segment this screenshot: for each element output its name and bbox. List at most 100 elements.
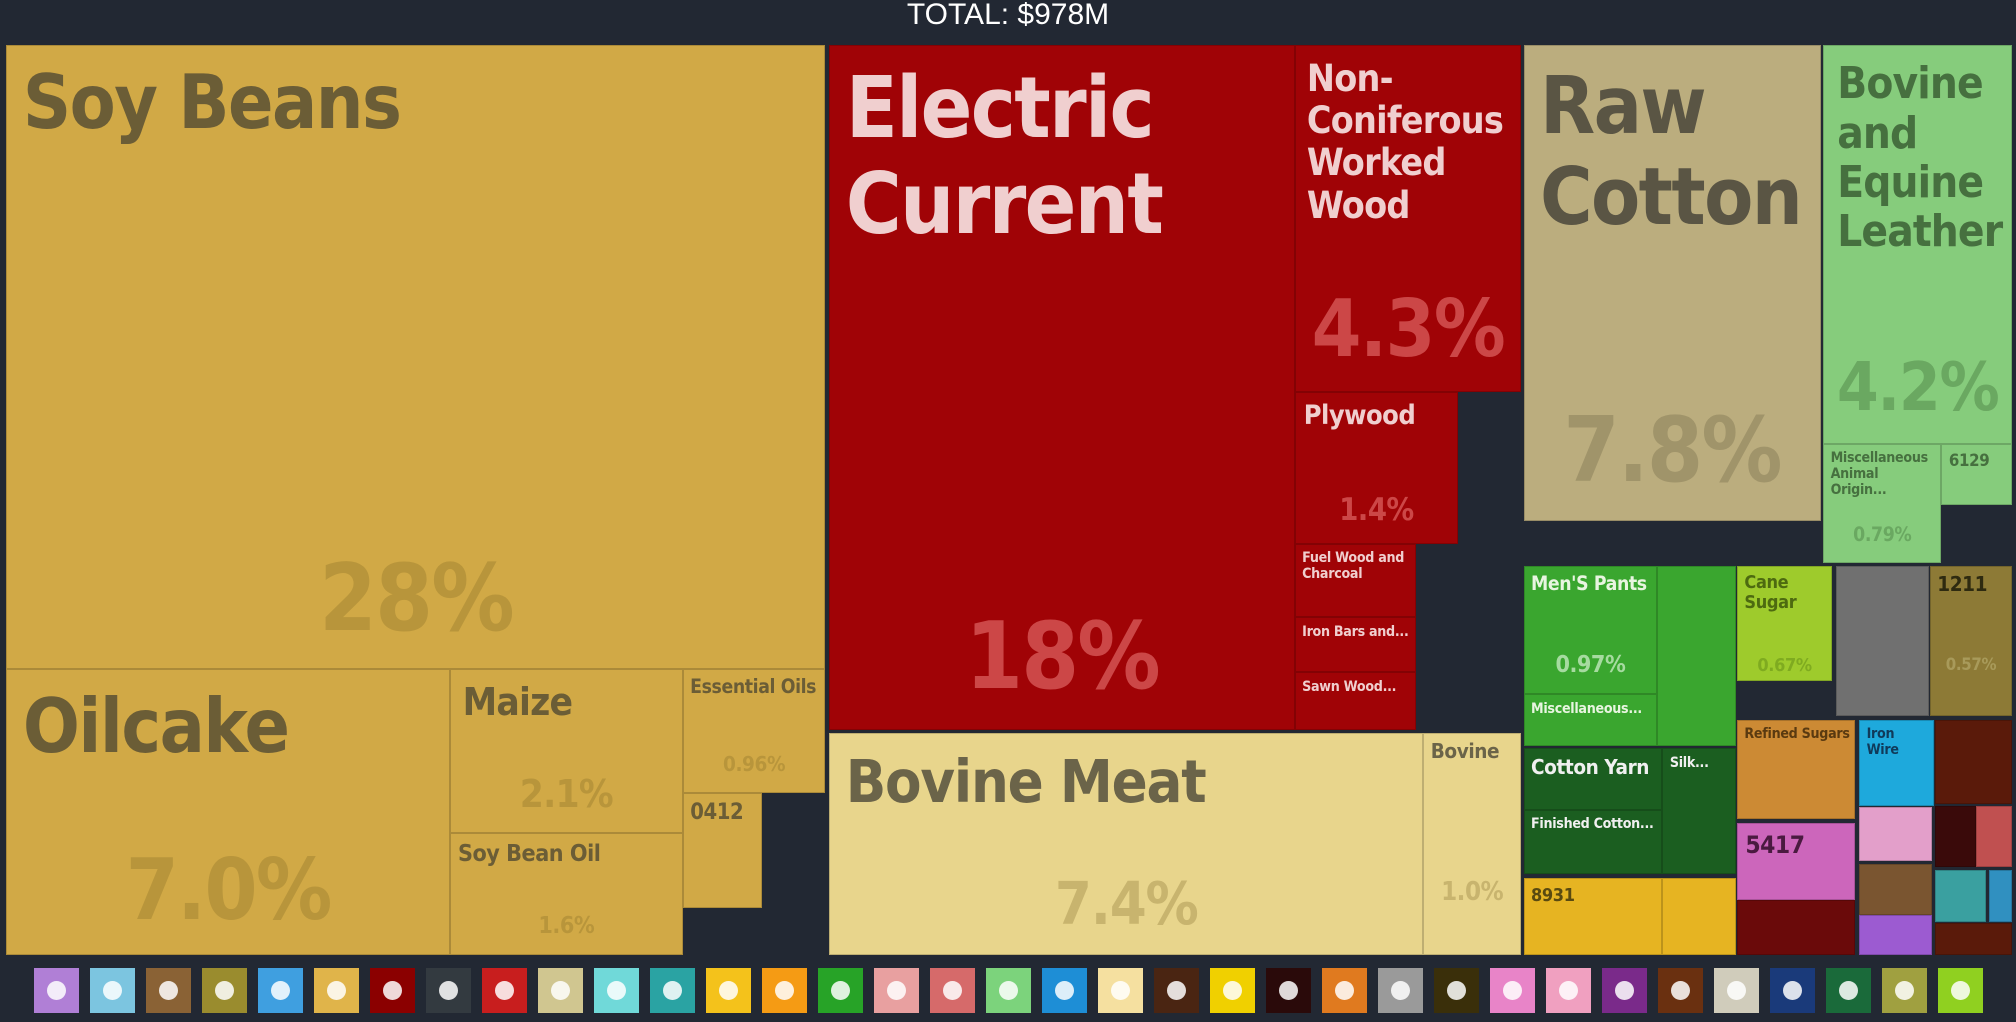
category-filter-button[interactable] bbox=[594, 968, 639, 1013]
tile-label: Soy Bean Oil bbox=[457, 841, 601, 868]
tile-label: Essential Oils bbox=[690, 674, 817, 698]
treemap-tile: Cotton Yarn bbox=[1523, 748, 1663, 810]
tile-label: Bovine bbox=[1430, 739, 1500, 764]
tile-share-label: 1.6% bbox=[538, 912, 595, 939]
treemap-tile: Cane Sugar 0.67% bbox=[1737, 565, 1833, 682]
category-filter-button[interactable] bbox=[538, 968, 583, 1013]
tile-label: Miscellaneous... bbox=[1530, 700, 1642, 717]
category-filter-button[interactable] bbox=[1602, 968, 1647, 1013]
treemap-tile: Soy Beans 28% bbox=[6, 45, 826, 669]
treemap-tile bbox=[1989, 870, 2013, 922]
category-filter-button[interactable] bbox=[1042, 968, 1087, 1013]
tile-label: 8931 bbox=[1530, 884, 1575, 906]
category-filter-button[interactable] bbox=[1770, 968, 1815, 1013]
tile-label: Cotton Yarn bbox=[1530, 754, 1650, 779]
treemap-tile: Bovine and Equine Leather 4.2% bbox=[1823, 45, 2013, 444]
category-filter-button[interactable] bbox=[202, 968, 247, 1013]
tile-label: Electric Current bbox=[845, 59, 1164, 255]
category-filter-button[interactable] bbox=[1266, 968, 1311, 1013]
tile-label: Finished Cotton... bbox=[1530, 816, 1654, 833]
tile-label: Oilcake bbox=[22, 682, 290, 770]
tile-share-label: 4.3% bbox=[1311, 282, 1506, 376]
category-filter-button[interactable] bbox=[146, 968, 191, 1013]
treemap-tile bbox=[1935, 720, 2013, 804]
category-filter-button[interactable] bbox=[314, 968, 359, 1013]
tile-share-label: 0.57% bbox=[1945, 654, 1997, 675]
category-filter-button[interactable] bbox=[818, 968, 863, 1013]
treemap-tile: Miscellaneous... bbox=[1523, 694, 1658, 746]
tile-label: Bovine and Equine Leather bbox=[1837, 58, 2003, 258]
category-filter-button[interactable] bbox=[1378, 968, 1423, 1013]
category-filter-button[interactable] bbox=[762, 968, 807, 1013]
tile-share-label: 0.67% bbox=[1757, 654, 1812, 676]
category-filter-button[interactable] bbox=[1490, 968, 1535, 1013]
category-filter-button[interactable] bbox=[930, 968, 975, 1013]
treemap-tile bbox=[1976, 806, 2013, 867]
treemap-tile bbox=[1859, 807, 1933, 862]
tile-label: 6129 bbox=[1948, 449, 1990, 470]
treemap-tile: Oilcake 7.0% bbox=[6, 668, 450, 956]
treemap-tile bbox=[1662, 878, 1736, 956]
category-filter-button[interactable] bbox=[1882, 968, 1927, 1013]
tile-label: Cane Sugar bbox=[1744, 572, 1797, 614]
chart-title: TOTAL: $978M bbox=[906, 0, 1110, 31]
tile-share-label: 18% bbox=[965, 602, 1161, 711]
category-filter-button[interactable] bbox=[1546, 968, 1591, 1013]
tile-label: Iron Bars and... bbox=[1302, 623, 1409, 640]
treemap-tile: Non-Coniferous Worked Wood 4.3% bbox=[1294, 45, 1521, 393]
category-filter-bar bbox=[0, 962, 2016, 1018]
treemap-tile bbox=[1859, 915, 1933, 956]
treemap-tile: Refined Sugars bbox=[1737, 720, 1856, 819]
category-filter-button[interactable] bbox=[1826, 968, 1871, 1013]
tile-share-label: 7.0% bbox=[125, 840, 333, 940]
tile-share-label: 28% bbox=[319, 544, 515, 653]
category-filter-button[interactable] bbox=[34, 968, 79, 1013]
category-filter-button[interactable] bbox=[1658, 968, 1703, 1013]
treemap-tile: 5417 bbox=[1737, 822, 1856, 900]
category-filter-button[interactable] bbox=[258, 968, 303, 1013]
category-filter-button[interactable] bbox=[1434, 968, 1479, 1013]
treemap-tile: Finished Cotton... bbox=[1523, 810, 1663, 875]
category-filter-button[interactable] bbox=[986, 968, 1031, 1013]
treemap-tile: Sawn Wood... bbox=[1294, 672, 1416, 731]
tile-label: Fuel Wood and Charcoal bbox=[1302, 550, 1405, 583]
tile-label: Raw Cotton bbox=[1539, 59, 1803, 243]
category-filter-button[interactable] bbox=[370, 968, 415, 1013]
tile-label: Refined Sugars bbox=[1744, 726, 1850, 743]
treemap-tile bbox=[1935, 806, 1977, 867]
category-filter-button[interactable] bbox=[706, 968, 751, 1013]
treemap-tile: Electric Current 18% bbox=[829, 45, 1295, 731]
category-filter-button[interactable] bbox=[1714, 968, 1759, 1013]
category-filter-button[interactable] bbox=[1210, 968, 1255, 1013]
treemap-tile: 6129 bbox=[1941, 443, 2013, 506]
treemap-tile: Plywood 1.4% bbox=[1294, 392, 1458, 544]
category-filter-button[interactable] bbox=[482, 968, 527, 1013]
tile-share-label: 7.4% bbox=[1054, 869, 1199, 939]
category-filter-button[interactable] bbox=[426, 968, 471, 1013]
tile-share-label: 1.4% bbox=[1339, 491, 1414, 528]
category-filter-button[interactable] bbox=[650, 968, 695, 1013]
tile-share-label: 0.97% bbox=[1555, 651, 1626, 678]
category-filter-button[interactable] bbox=[1154, 968, 1199, 1013]
treemap-tile: Iron Wire bbox=[1859, 720, 1934, 807]
category-filter-button[interactable] bbox=[1322, 968, 1367, 1013]
treemap-tile: Essential Oils 0.96% bbox=[682, 668, 826, 794]
treemap-tile: Maize 2.1% bbox=[450, 668, 683, 834]
tile-label: Miscellaneous Animal Origin... bbox=[1830, 449, 1929, 498]
tile-label: Iron Wire bbox=[1866, 726, 1899, 759]
treemap-tile bbox=[1657, 565, 1736, 746]
tile-share-label: 4.2% bbox=[1836, 347, 2000, 426]
treemap-tile bbox=[1737, 900, 1856, 956]
category-filter-button[interactable] bbox=[90, 968, 135, 1013]
treemap-tile: Miscellaneous Animal Origin... 0.79% bbox=[1823, 443, 1942, 564]
category-filter-button[interactable] bbox=[1098, 968, 1143, 1013]
category-filter-button[interactable] bbox=[1938, 968, 1983, 1013]
treemap-tile: 8931 bbox=[1523, 878, 1663, 956]
tile-share-label: 0.96% bbox=[722, 752, 786, 777]
tile-share-label: 0.79% bbox=[1853, 522, 1912, 546]
treemap-tile: Raw Cotton 7.8% bbox=[1523, 45, 1821, 521]
treemap-tile: Bovine 1.0% bbox=[1423, 732, 1521, 956]
treemap-tile: 1211 0.57% bbox=[1929, 565, 2013, 717]
category-filter-button[interactable] bbox=[874, 968, 919, 1013]
